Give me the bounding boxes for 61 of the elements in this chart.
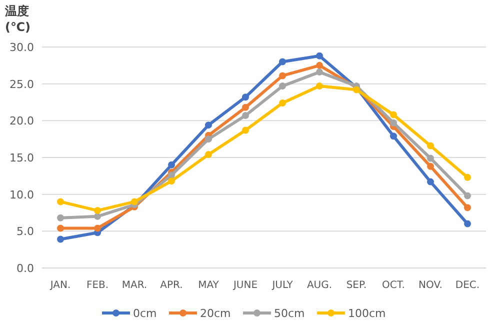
point bbox=[57, 198, 64, 206]
point bbox=[427, 154, 434, 162]
x-tick-label: MAY bbox=[198, 280, 220, 291]
point bbox=[464, 192, 471, 200]
y-tick-label: 25.0 bbox=[10, 78, 34, 91]
y-tick-label: 0.0 bbox=[16, 262, 34, 275]
point bbox=[279, 99, 286, 106]
point bbox=[205, 136, 212, 143]
legend-label: 0cm bbox=[133, 307, 157, 320]
x-tick-label: NOV. bbox=[418, 280, 442, 291]
point bbox=[205, 122, 212, 129]
point bbox=[242, 104, 249, 111]
x-tick-label: MAR. bbox=[122, 280, 148, 291]
point bbox=[427, 178, 434, 186]
point bbox=[279, 72, 286, 80]
point bbox=[168, 161, 175, 168]
point bbox=[464, 204, 471, 212]
x-tick-label: FEB. bbox=[86, 280, 109, 291]
y-tick-label: 30.0 bbox=[10, 41, 34, 54]
y-axis-title: 温度 (℃) bbox=[4, 4, 30, 34]
x-tick-label: JAN. bbox=[49, 280, 71, 291]
point bbox=[94, 207, 101, 214]
point bbox=[57, 236, 64, 243]
point bbox=[205, 151, 212, 158]
point bbox=[390, 119, 397, 126]
y-tick-label: 10.0 bbox=[10, 188, 34, 202]
point bbox=[279, 58, 286, 66]
point bbox=[427, 162, 434, 170]
point bbox=[168, 172, 175, 179]
point bbox=[94, 224, 101, 232]
point bbox=[57, 214, 64, 222]
point bbox=[242, 112, 249, 120]
x-tick-label: OCT. bbox=[382, 280, 405, 291]
point bbox=[316, 52, 323, 60]
x-tick-label: APR. bbox=[160, 280, 183, 291]
point bbox=[242, 126, 249, 134]
point bbox=[316, 68, 323, 76]
x-tick-label: JUNE bbox=[232, 280, 258, 291]
y-tick-label: 20.0 bbox=[10, 114, 34, 128]
point bbox=[427, 142, 434, 150]
y-tick-label: 5.0 bbox=[16, 225, 34, 238]
x-tick-label: SEP. bbox=[346, 280, 367, 291]
point bbox=[316, 82, 323, 90]
x-tick-label: JULY bbox=[271, 280, 294, 291]
point bbox=[464, 220, 471, 228]
legend-label: 100cm bbox=[348, 307, 386, 320]
point bbox=[57, 224, 64, 232]
x-tick-label: AUG. bbox=[306, 280, 332, 291]
legend-label: 20cm bbox=[200, 307, 231, 320]
point bbox=[464, 174, 471, 181]
point bbox=[316, 62, 323, 69]
x-tick-label: DEC. bbox=[455, 280, 480, 291]
point bbox=[168, 178, 175, 185]
point bbox=[131, 198, 138, 206]
legend-label: 50cm bbox=[274, 307, 305, 320]
point bbox=[279, 82, 286, 90]
point bbox=[94, 212, 101, 220]
point bbox=[390, 132, 397, 140]
point bbox=[242, 94, 249, 101]
point bbox=[390, 111, 397, 118]
y-tick-label: 15.0 bbox=[10, 152, 34, 164]
